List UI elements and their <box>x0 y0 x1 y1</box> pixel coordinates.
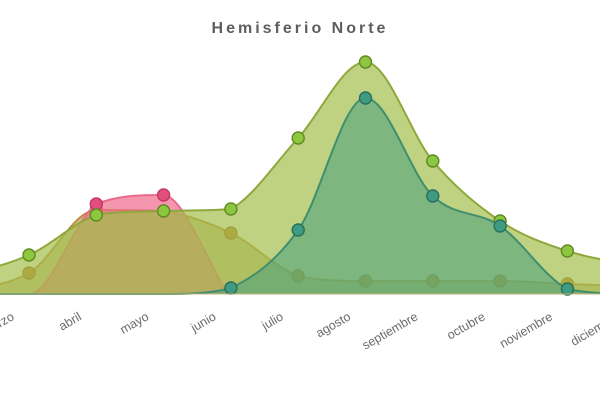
svg-text:noviembre: noviembre <box>497 309 555 350</box>
svg-text:abril: abril <box>56 309 83 333</box>
svg-text:mayo: mayo <box>118 309 152 336</box>
svg-text:marzo: marzo <box>0 309 17 339</box>
svg-text:septiembre: septiembre <box>360 309 421 352</box>
svg-text:octubre: octubre <box>444 309 487 342</box>
svg-text:junio: junio <box>188 309 219 335</box>
svg-text:diciembre: diciembre <box>568 309 600 348</box>
svg-text:agosto: agosto <box>313 309 353 340</box>
svg-text:julio: julio <box>259 309 286 333</box>
